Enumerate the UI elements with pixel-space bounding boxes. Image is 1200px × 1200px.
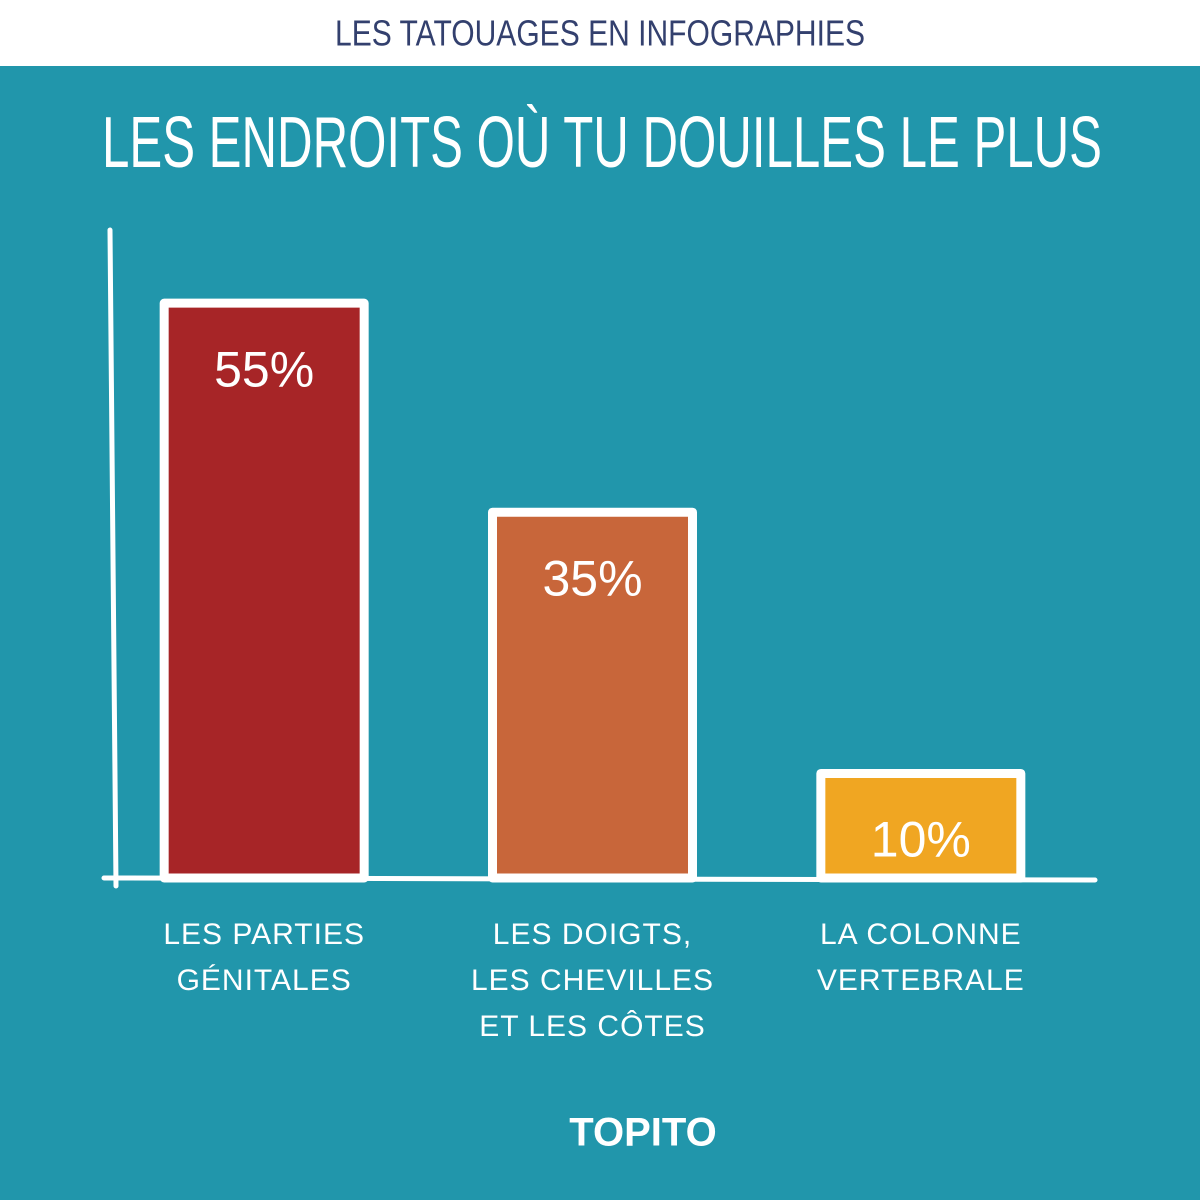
value-label: 35% <box>542 550 642 606</box>
brand: TOPITO <box>569 1111 716 1155</box>
x-tick-label: LES PARTIES GÉNITALES <box>163 918 365 997</box>
x-tick-label: LA COLONNE VERTEBRALE <box>816 918 1025 997</box>
bar <box>816 768 1026 883</box>
chart-title: LES ENDROITS OÙ TU DOUILLES LE PLUS <box>102 103 1102 183</box>
header: LES TATOUAGES EN INFOGRAPHIES <box>335 13 865 54</box>
header-band <box>0 0 1200 66</box>
bar <box>159 298 369 883</box>
bar <box>488 507 697 883</box>
value-label: 55% <box>214 341 314 397</box>
value-label: 10% <box>871 812 971 868</box>
y-axis <box>107 227 119 889</box>
x-tick-label: LES DOIGTS, LES CHEVILLES ET LES CÔTES <box>470 918 715 1043</box>
